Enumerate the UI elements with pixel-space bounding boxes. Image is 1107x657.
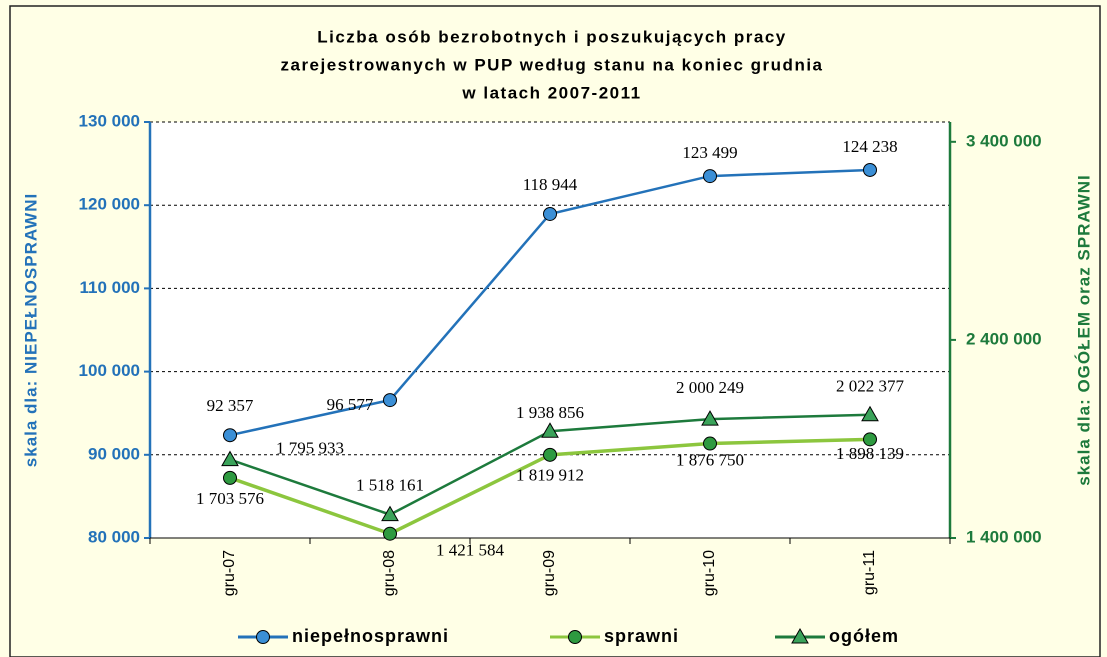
legend-label: ogółem — [829, 626, 899, 646]
x-tick-label: gru-07 — [221, 550, 238, 596]
legend-label: sprawni — [604, 626, 679, 646]
marker — [863, 432, 877, 447]
data-label: 1 518 161 — [356, 475, 424, 494]
data-label: 1 795 933 — [276, 438, 344, 457]
y-tick-label: 110 000 — [79, 278, 140, 297]
marker — [861, 405, 879, 422]
chart-title: Liczba osób bezrobotnych i poszukujących… — [317, 27, 787, 46]
data-label: 1 938 856 — [516, 403, 584, 422]
marker — [383, 526, 397, 541]
marker — [223, 428, 237, 443]
marker — [221, 450, 239, 467]
data-label: 118 944 — [523, 175, 578, 194]
legend-marker — [256, 630, 270, 644]
y-axis-label: skala dla: NIEPEŁNOSPRAWNI — [21, 193, 40, 467]
data-label: 92 357 — [207, 396, 254, 415]
legend-marker — [568, 630, 582, 644]
marker — [543, 447, 557, 462]
y-tick-label: 100 000 — [79, 361, 140, 380]
y-tick-label: 90 000 — [88, 444, 140, 463]
marker — [863, 162, 877, 177]
x-tick-label: gru-08 — [381, 550, 398, 596]
data-label: 123 499 — [682, 143, 737, 162]
data-label: 96 577 — [327, 395, 374, 414]
data-label: 124 238 — [842, 137, 897, 156]
y2-axis-label: skala dla: OGÓŁEM oraz SPRAWNI — [1074, 174, 1093, 486]
marker — [381, 505, 399, 522]
marker — [703, 436, 717, 451]
data-label: 1 898 139 — [836, 444, 904, 463]
marker — [543, 206, 557, 221]
chart-border — [9, 5, 1101, 657]
y2-tick-label: 3 400 000 — [966, 131, 1042, 150]
y-tick-label: 130 000 — [79, 111, 140, 130]
data-label: 2 000 249 — [676, 378, 744, 397]
chart-title: w latach 2007-2011 — [461, 83, 641, 102]
y-tick-label: 80 000 — [88, 527, 140, 546]
marker — [541, 422, 559, 438]
y-tick-label: 120 000 — [79, 195, 140, 214]
data-label: 1 876 750 — [676, 450, 744, 469]
marker — [383, 393, 397, 408]
data-label: 2 022 377 — [836, 377, 905, 396]
y2-tick-label: 1 400 000 — [966, 527, 1042, 546]
plot-area — [150, 122, 950, 538]
legend-marker — [791, 627, 809, 644]
y2-tick-label: 2 400 000 — [966, 329, 1042, 348]
x-tick-label: gru-10 — [701, 550, 718, 596]
x-tick-label: gru-09 — [541, 550, 558, 596]
data-label: 1 703 576 — [196, 489, 264, 508]
marker — [223, 470, 237, 485]
data-label: 1 421 584 — [436, 541, 505, 560]
data-label: 1 819 912 — [516, 466, 584, 485]
x-tick-label: gru-11 — [861, 550, 878, 595]
legend-label: niepełnosprawni — [292, 626, 449, 646]
chart-title: zarejestrowanych w PUP według stanu na k… — [280, 55, 823, 74]
marker — [703, 169, 717, 184]
marker — [701, 410, 719, 426]
